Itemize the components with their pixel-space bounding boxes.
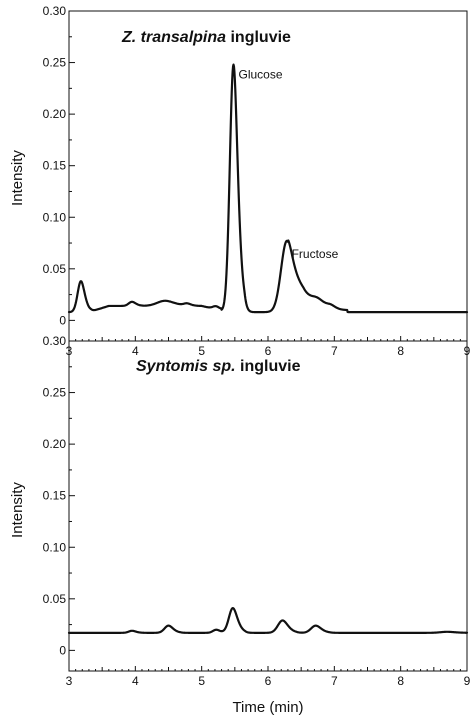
panel-title-bottom-rest: ingluvie	[236, 358, 301, 375]
plot-frame-top	[68, 10, 468, 342]
trace-top	[67, 63, 469, 314]
panel-title-bottom: Syntomis sp. ingluvie	[136, 358, 301, 375]
x-tick-label: 7	[331, 674, 338, 688]
x-axis-title: Time (min)	[232, 699, 303, 716]
y-tick-label: 0	[59, 643, 66, 657]
y-tick-label: 0.10	[43, 210, 67, 224]
x-tick-label: 3	[66, 674, 73, 688]
y-tick-label: 0.05	[43, 262, 67, 276]
trace-bottom	[67, 607, 469, 634]
y-tick-label: 0.20	[43, 107, 67, 121]
x-tick-label: 8	[397, 344, 404, 358]
x-tick-label: 6	[265, 674, 272, 688]
y-tick-label: 0.25	[43, 386, 67, 400]
y-tick-label: 0	[59, 313, 66, 327]
panel-top: Z. transalpina ingluvie Intensity 0 0.05 0…	[9, 4, 470, 358]
panel-title-top-rest: ingluvie	[226, 29, 291, 46]
x-tick-label: 5	[198, 344, 205, 358]
ticks-top: 00.050.100.150.200.250.303 4 5 6 7 8 9	[43, 4, 470, 358]
y-axis-title-top: Intensity	[9, 150, 26, 206]
peak-label: Glucose	[239, 68, 283, 82]
y-tick-label: 0.30	[43, 4, 67, 18]
x-tick-label: 6	[265, 344, 272, 358]
y-tick-label: 0.20	[43, 437, 67, 451]
x-tick-label: 8	[397, 674, 404, 688]
y-axis-title-bottom: Intensity	[9, 482, 26, 538]
panel-bottom: Syntomis sp. ingluvie Intensity 0 0.05 0.1…	[9, 334, 470, 688]
panel-title-top-italic: Z. transalpina	[121, 29, 226, 46]
annotations-top: Glucose Fructose	[239, 68, 339, 261]
y-tick-label: 0.10	[43, 540, 67, 554]
y-tick-label: 0.15	[43, 159, 67, 173]
y-tick-label: 0.25	[43, 56, 67, 70]
panel-title-bottom-italic: Syntomis sp.	[136, 358, 236, 375]
peak-label: Fructose	[292, 247, 339, 261]
y-tick-label: 0.15	[43, 489, 67, 503]
y-tick-label: 0.05	[43, 592, 67, 606]
x-tick-label: 9	[464, 674, 470, 688]
x-tick-label: 5	[198, 674, 205, 688]
ticks-bottom: 0 0.05 0.10 0.15 0.20 0.25 0.30 3 4 5 6 7 8 9	[43, 334, 470, 688]
x-tick-label: 7	[331, 344, 338, 358]
plot-frame-bottom	[68, 340, 468, 672]
y-tick-label: 0.30	[43, 334, 67, 348]
x-tick-label: 4	[132, 344, 139, 358]
x-tick-label: 4	[132, 674, 139, 688]
panel-title-top: Z. transalpina ingluvie	[121, 29, 291, 46]
